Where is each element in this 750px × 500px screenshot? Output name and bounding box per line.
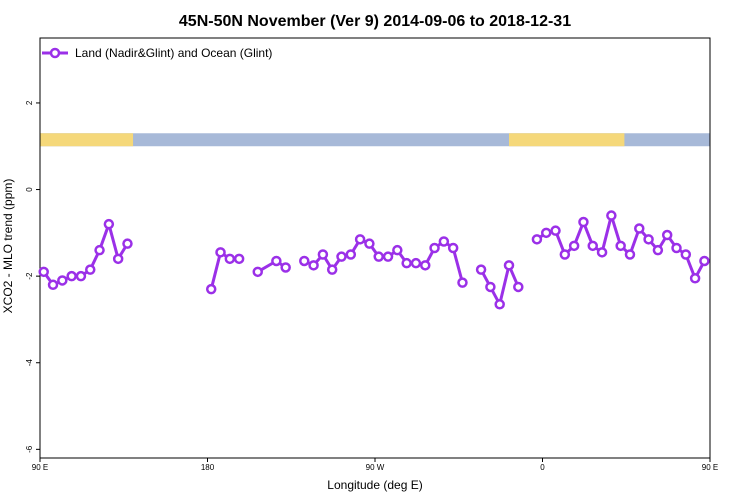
data-point [606,210,617,221]
data-point [661,229,673,241]
data-point [550,225,561,236]
data-point [94,244,105,256]
data-point [122,238,133,249]
data-point [299,255,310,267]
data-point [503,260,515,271]
data-point [205,283,217,295]
data-point [410,257,422,269]
data-point [103,218,115,230]
land-band [509,133,625,147]
x-axis-label: Longitude (deg E) [327,478,422,492]
x-tick-label: 0 [540,463,545,472]
data-point [447,242,459,254]
y-tick-label: 2 [25,100,34,105]
data-point [578,216,589,228]
data-point [392,244,403,256]
data-point [252,266,263,278]
data-point [531,234,543,245]
data-point [38,266,49,278]
x-tick-label: 90 E [702,463,718,472]
plot-frame [39,37,711,459]
y-axis-label: XCO2 - MLO trend (ppm) [1,179,15,314]
data-point [615,240,626,252]
data-point [494,299,505,310]
data-point [75,270,87,282]
y-tick-label: -2 [25,272,34,280]
y-tick-label: -6 [25,445,34,453]
data-point [308,260,319,271]
data-point [345,249,357,260]
data-point [559,249,571,260]
data-point [540,227,552,239]
x-tick-label: 90 W [366,463,385,472]
data-point [326,264,338,275]
y-tick-label: -4 [25,359,34,367]
data-point [475,264,487,275]
data-point [438,236,450,247]
data-point [271,255,282,267]
y-axis: 2 0 -2 -4 -6 [25,100,40,453]
series-layer [38,210,710,310]
data-point [513,281,524,293]
data-point [420,260,431,271]
data-point [596,247,608,258]
data-point [624,249,636,260]
data-point [224,253,236,265]
data-point [85,264,96,275]
data-point [485,281,496,293]
data-point [382,251,394,262]
data-point [317,249,329,260]
data-point [112,253,124,265]
data-point [671,242,682,254]
data-point [280,262,291,273]
data-point [354,234,366,245]
legend-marker [49,47,61,59]
chart-title: 45N-50N November (Ver 9) 2014-09-06 to 2… [179,13,571,30]
surface-type-strip [40,133,710,147]
data-point [215,247,226,258]
legend: Land (Nadir&Glint) and Ocean (Glint) [42,46,272,60]
land-band [40,133,134,147]
x-tick-label: 180 [201,463,215,472]
data-point [457,277,468,288]
data-point [689,273,701,284]
data-point [373,251,384,262]
data-point [634,223,645,234]
data-point [47,279,59,291]
data-point [66,270,77,282]
data-point [233,253,245,265]
data-point [680,249,692,260]
y-tick-label: 0 [25,187,34,192]
data-point [429,242,440,254]
legend-label: Land (Nadir&Glint) and Ocean (Glint) [75,46,272,60]
data-point [587,240,598,252]
data-point [364,238,375,249]
data-point [699,255,710,267]
data-point [401,257,412,269]
data-point [643,234,654,245]
x-tick-label: 90 E [32,463,48,472]
data-point [336,251,347,262]
data-point [568,240,580,252]
data-point [57,275,68,286]
data-point [652,244,664,256]
